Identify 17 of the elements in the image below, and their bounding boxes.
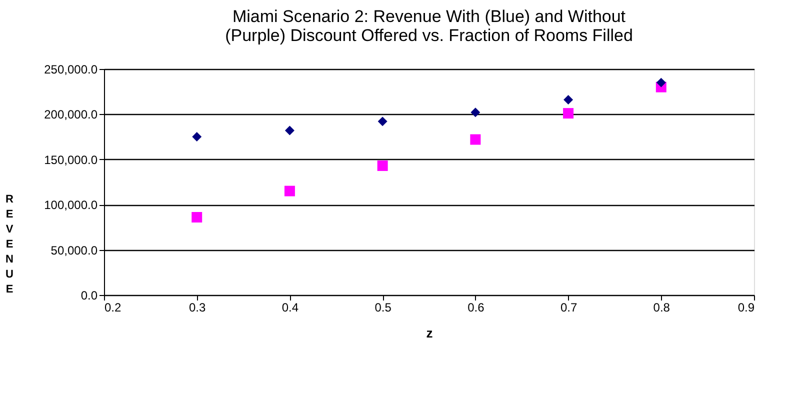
x-tick-label: 0.2 [104,300,122,314]
x-tick-label: 0.5 [374,300,392,314]
x-tick-label: 0.8 [653,300,670,314]
y-tick-label: 250,000.0 [44,62,98,76]
y-axis-title: REVENUE [6,194,14,296]
y-tick-label: 100,000.0 [44,198,98,212]
y-tick-label: 150,000.0 [44,152,98,167]
x-tick-label: 0.9 [738,300,755,314]
y-tick-label: 50,000.0 [50,243,98,258]
x-tick-label: 0.4 [282,300,299,314]
y-tick-label: 0.0 [80,288,98,302]
x-tick-label: 0.6 [468,300,485,314]
x-tick-label: 0.7 [560,300,578,314]
chart-title: Miami Scenario 2: Revenue With (Blue) and Without (Purple) Discount Offered vs. Fraction of Rooms Filled [225,7,633,45]
x-axis-title: z [426,326,434,340]
y-tick-label: 200,000.0 [44,108,98,122]
x-tick-label: 0.3 [189,300,206,314]
